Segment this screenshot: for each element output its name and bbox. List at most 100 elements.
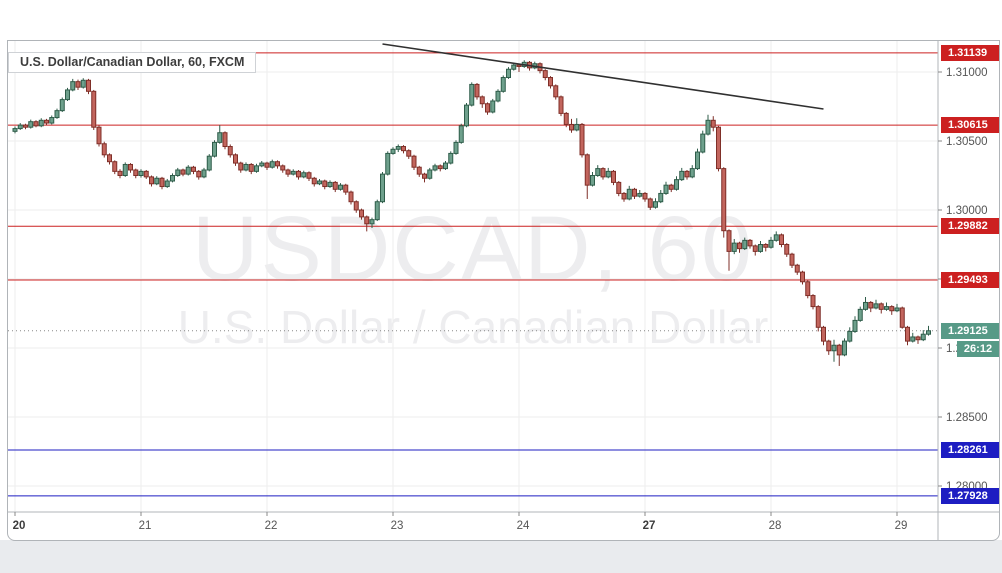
candle-body bbox=[101, 143, 107, 156]
candle bbox=[411, 154, 417, 170]
candle-body bbox=[233, 154, 238, 164]
candle-body bbox=[54, 110, 60, 119]
support-price-tag: 1.27928 bbox=[941, 487, 999, 504]
candle-body bbox=[926, 330, 931, 335]
candle bbox=[196, 169, 202, 180]
candle bbox=[611, 169, 616, 186]
candle bbox=[38, 118, 44, 128]
candle bbox=[54, 108, 60, 119]
price-axis[interactable] bbox=[939, 41, 999, 512]
candle bbox=[506, 67, 511, 79]
candle bbox=[810, 294, 816, 310]
candle bbox=[175, 167, 181, 177]
candle bbox=[243, 162, 249, 172]
candle-body bbox=[411, 155, 417, 168]
candle-body bbox=[448, 152, 454, 164]
candle bbox=[768, 236, 774, 249]
candle-body bbox=[180, 169, 186, 175]
candle-body bbox=[700, 133, 706, 153]
candle bbox=[705, 114, 711, 136]
candle bbox=[600, 167, 606, 180]
candle-body bbox=[500, 77, 506, 92]
candle bbox=[758, 241, 763, 253]
candle-body bbox=[327, 181, 333, 188]
candle-body bbox=[920, 333, 926, 341]
candle bbox=[889, 305, 895, 315]
candle bbox=[17, 123, 23, 130]
candle-body bbox=[773, 234, 779, 241]
candle bbox=[590, 172, 595, 187]
time-tick-label: 28 bbox=[769, 520, 782, 532]
candle bbox=[201, 167, 207, 179]
candle-body bbox=[222, 132, 228, 148]
candle bbox=[626, 185, 632, 201]
candle bbox=[380, 172, 385, 204]
candle bbox=[605, 167, 611, 179]
candle-body bbox=[889, 306, 895, 312]
candle bbox=[574, 118, 580, 132]
price-tick-label: 1.28500 bbox=[946, 412, 988, 424]
candle-body bbox=[149, 176, 154, 185]
candle bbox=[469, 82, 475, 107]
candle-body bbox=[275, 161, 280, 167]
candle-body bbox=[154, 177, 160, 185]
candle bbox=[390, 147, 396, 155]
candle bbox=[364, 215, 370, 232]
time-axis-labels: 20 21 22 23 24 27 28 29 bbox=[13, 512, 907, 532]
candle bbox=[495, 89, 501, 103]
candle-body bbox=[59, 99, 65, 112]
candle bbox=[737, 241, 742, 253]
candle-body bbox=[563, 112, 569, 125]
candle bbox=[254, 163, 259, 173]
candle bbox=[668, 183, 674, 193]
candle-body bbox=[558, 96, 564, 114]
candle-body bbox=[185, 166, 191, 175]
candle bbox=[353, 200, 359, 213]
candle bbox=[101, 141, 107, 158]
candle bbox=[406, 149, 412, 159]
candle-body bbox=[705, 119, 711, 135]
candle-body bbox=[716, 126, 721, 170]
candle bbox=[259, 161, 265, 168]
symbol-legend[interactable]: U.S. Dollar/Canadian Dollar, 60, FXCM bbox=[8, 52, 257, 73]
candle bbox=[511, 63, 517, 71]
time-tick-label: 20 bbox=[13, 520, 26, 532]
candle bbox=[894, 303, 900, 313]
candle-body bbox=[726, 230, 732, 252]
candle-body bbox=[474, 83, 480, 98]
candle bbox=[275, 160, 280, 169]
candle bbox=[122, 162, 128, 177]
candles-series bbox=[12, 60, 931, 366]
candle bbox=[296, 169, 301, 180]
candle-body bbox=[621, 192, 627, 200]
candle bbox=[689, 165, 695, 179]
candle bbox=[873, 299, 879, 310]
candle-body bbox=[107, 154, 112, 163]
candle bbox=[191, 165, 196, 175]
price-tick-label: 1.31000 bbox=[946, 67, 988, 79]
candle-body bbox=[894, 307, 900, 312]
support-price-tag: 1.28261 bbox=[941, 441, 999, 458]
candle bbox=[28, 119, 34, 129]
candle bbox=[926, 325, 931, 336]
candle bbox=[637, 189, 643, 198]
time-axis[interactable] bbox=[8, 513, 938, 539]
candle-body bbox=[821, 326, 826, 342]
candle-body bbox=[810, 295, 816, 308]
candle bbox=[269, 159, 275, 169]
candle bbox=[836, 343, 842, 366]
candle bbox=[70, 78, 76, 92]
candle-body bbox=[443, 162, 448, 170]
candle bbox=[75, 79, 81, 90]
candle bbox=[86, 78, 91, 95]
candle bbox=[338, 183, 343, 191]
candle-body bbox=[884, 306, 889, 310]
trend-line[interactable] bbox=[382, 43, 824, 110]
candle bbox=[170, 173, 175, 183]
time-tick-label: 22 bbox=[265, 520, 278, 532]
candle bbox=[317, 178, 322, 186]
candle bbox=[710, 116, 716, 132]
candle bbox=[857, 306, 863, 322]
candle bbox=[348, 190, 354, 205]
